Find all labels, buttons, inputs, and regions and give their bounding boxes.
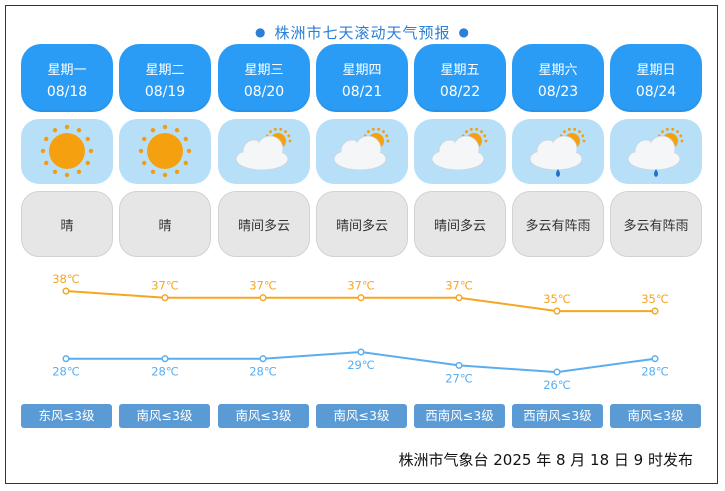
weather-description: 晴 (21, 191, 113, 257)
high-temp-point (553, 307, 561, 315)
weekday-label: 星期三 (244, 63, 284, 78)
sun-icon (119, 119, 211, 184)
date-label: 08/23 (537, 84, 579, 100)
date-label: 08/24 (635, 84, 677, 100)
day-card: 星期五 08/22 (414, 44, 506, 112)
low-temp-label: 26℃ (543, 378, 571, 392)
page-title: ● 株洲市七天滚动天气预报 ● (0, 22, 725, 43)
sun-icon (21, 119, 113, 184)
high-temp-label: 37℃ (347, 279, 375, 293)
high-temp-point (455, 294, 463, 302)
low-temp-point (259, 355, 267, 363)
low-temp-point (62, 355, 70, 363)
weather-description: 晴间多云 (218, 191, 310, 257)
cloudy-shower-icon (512, 119, 604, 184)
partly-cloudy-icon (316, 119, 408, 184)
title-text: 株洲市七天滚动天气预报 (274, 24, 451, 42)
high-temp-point (62, 287, 70, 295)
day-card: 星期日 08/24 (610, 44, 702, 112)
low-temp-label: 28℃ (249, 365, 277, 379)
weather-description: 多云有阵雨 (512, 191, 604, 257)
low-temp-point (651, 355, 659, 363)
date-label: 08/18 (46, 84, 88, 100)
weekday-label: 星期一 (47, 63, 87, 78)
high-temp-label: 37℃ (151, 279, 179, 293)
low-temp-label: 27℃ (445, 371, 473, 385)
low-temp-label: 28℃ (641, 365, 669, 379)
wind-label: 西南风≤3级 (512, 404, 603, 428)
wind-label: 南风≤3级 (316, 404, 407, 428)
cloudy-shower-icon (610, 119, 702, 184)
high-temp-point (259, 294, 267, 302)
weather-description: 晴间多云 (414, 191, 506, 257)
partly-cloudy-icon (218, 119, 310, 184)
high-temp-label: 35℃ (543, 292, 571, 306)
partly-cloudy-icon (414, 119, 506, 184)
high-temp-point (357, 294, 365, 302)
low-temp-label: 28℃ (151, 365, 179, 379)
low-temp-label: 28℃ (52, 365, 80, 379)
title-dot-left: ● (255, 25, 267, 39)
day-card: 星期一 08/18 (21, 44, 113, 112)
day-card: 星期三 08/20 (218, 44, 310, 112)
weather-description: 多云有阵雨 (610, 191, 702, 257)
title-dot-right: ● (458, 25, 470, 39)
wind-label: 南风≤3级 (610, 404, 701, 428)
publish-note: 株洲市气象台 2025 年 8 月 18 日 9 时发布 (398, 451, 694, 469)
wind-label: 东风≤3级 (21, 404, 112, 428)
low-temp-point (553, 368, 561, 376)
weather-description: 晴 (119, 191, 211, 257)
weekday-label: 星期二 (145, 63, 185, 78)
wind-label: 南风≤3级 (119, 404, 210, 428)
low-temp-point (161, 355, 169, 363)
weekday-label: 星期五 (440, 63, 480, 78)
day-card: 星期二 08/19 (119, 44, 211, 112)
date-label: 08/21 (341, 84, 383, 100)
date-label: 08/22 (439, 84, 481, 100)
weekday-label: 星期六 (538, 63, 578, 78)
day-card: 星期六 08/23 (512, 44, 604, 112)
high-temp-label: 37℃ (249, 279, 277, 293)
weekday-label: 星期四 (342, 63, 382, 78)
high-temp-label: 38℃ (52, 272, 80, 286)
high-temp-label: 35℃ (641, 292, 669, 306)
date-label: 08/20 (243, 84, 285, 100)
high-temp-point (651, 307, 659, 315)
date-label: 08/19 (144, 84, 186, 100)
high-temp-point (161, 294, 169, 302)
wind-label: 南风≤3级 (218, 404, 309, 428)
wind-label: 西南风≤3级 (414, 404, 505, 428)
low-temp-point (357, 348, 365, 356)
low-temp-point (455, 361, 463, 369)
weather-description: 晴间多云 (316, 191, 408, 257)
weekday-label: 星期日 (636, 63, 676, 78)
high-temp-label: 37℃ (445, 279, 473, 293)
day-card: 星期四 08/21 (316, 44, 408, 112)
low-temp-label: 29℃ (347, 358, 375, 372)
